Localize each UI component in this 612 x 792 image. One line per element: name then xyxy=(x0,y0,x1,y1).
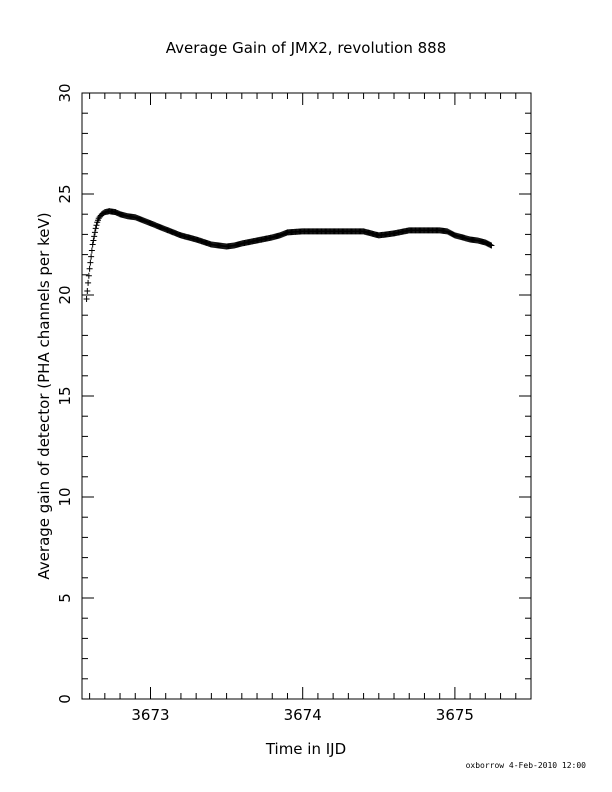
data-point xyxy=(88,247,95,254)
y-tick-label: 5 xyxy=(56,593,74,603)
plot-frame xyxy=(81,92,532,700)
x-tick-label: 3673 xyxy=(131,706,169,724)
x-tick-label: 3674 xyxy=(284,706,322,724)
data-point xyxy=(83,296,90,303)
data-point xyxy=(90,237,97,244)
data-point xyxy=(84,287,91,294)
data-point xyxy=(93,222,100,229)
y-tick-label: 15 xyxy=(56,386,74,405)
data-point xyxy=(89,241,96,248)
y-axis-label: Average gain of detector (PHA channels p… xyxy=(35,212,53,579)
data-point xyxy=(91,229,98,236)
data-point xyxy=(88,253,95,260)
data-point xyxy=(85,279,92,286)
x-tick-label: 3675 xyxy=(436,706,474,724)
x-axis-label: Time in IJD xyxy=(265,740,346,758)
y-tick-label: 10 xyxy=(56,487,74,506)
data-point xyxy=(91,233,98,240)
axis-ticks: 0 5 10 15 20 25 30 3673 3674 3675 xyxy=(56,83,532,724)
y-tick-label: 0 xyxy=(56,694,74,704)
y-tick-label: 25 xyxy=(56,184,74,203)
chart-title: Average Gain of JMX2, revolution 888 xyxy=(166,39,447,57)
data-points xyxy=(83,208,495,303)
footer-stamp: oxborrow 4-Feb-2010 12:00 xyxy=(466,761,587,770)
data-point xyxy=(488,242,495,249)
data-point xyxy=(85,272,92,279)
data-point xyxy=(87,259,94,266)
y-tick-label: 30 xyxy=(56,83,74,102)
y-tick-label: 20 xyxy=(56,285,74,304)
data-point xyxy=(86,265,93,272)
data-point xyxy=(92,225,99,232)
